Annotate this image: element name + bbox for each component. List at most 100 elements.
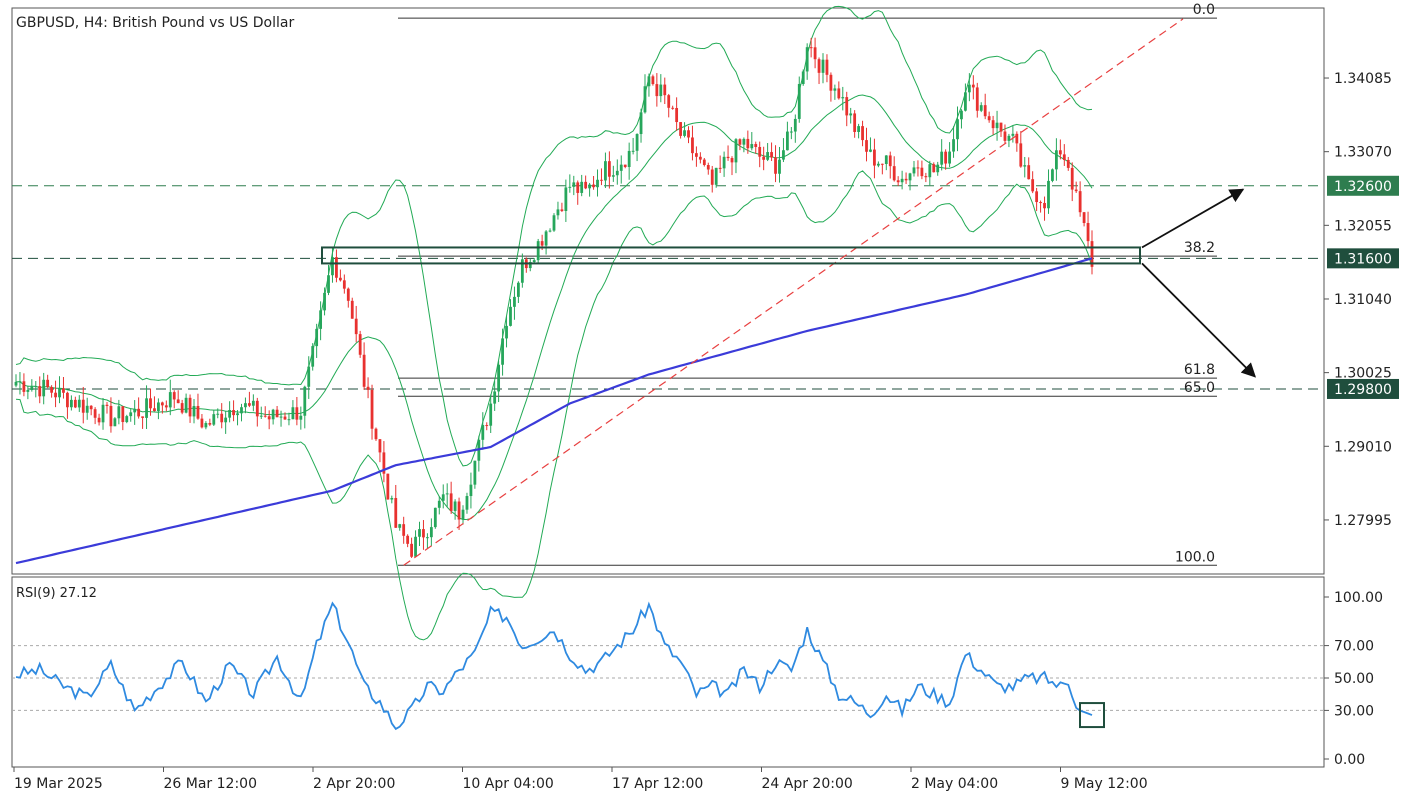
candle <box>1007 133 1011 148</box>
candle <box>611 165 615 182</box>
candle <box>109 397 113 433</box>
candle <box>932 162 936 173</box>
candle <box>244 397 247 414</box>
candle <box>200 414 204 429</box>
candle <box>940 139 944 171</box>
candle <box>615 159 619 185</box>
candle <box>89 405 93 416</box>
candle <box>1074 181 1078 193</box>
candle <box>651 74 655 86</box>
candle <box>69 395 73 411</box>
x-tick-label: 2 Apr 20:00 <box>313 776 395 792</box>
candle <box>149 388 152 416</box>
y-tick-label: 1.32055 <box>1334 218 1392 234</box>
rsi-tick-label: 70.00 <box>1334 639 1374 655</box>
candle <box>354 305 358 343</box>
candle <box>402 516 406 544</box>
fib-level-label: 0.0 <box>1193 2 1215 18</box>
bollinger-middle <box>15 94 1093 521</box>
candle <box>1082 211 1086 227</box>
candle <box>873 138 876 179</box>
candle <box>924 172 928 183</box>
bollinger-lower <box>15 170 1093 641</box>
candle <box>414 530 417 558</box>
candle <box>38 376 42 404</box>
candle <box>247 391 251 408</box>
rsi-tick-label: 50.00 <box>1334 671 1374 687</box>
candle <box>770 142 773 161</box>
candle <box>1054 138 1058 181</box>
candle <box>176 390 180 404</box>
candle <box>307 356 311 399</box>
candle <box>370 384 374 440</box>
candle <box>876 161 880 168</box>
candle <box>1023 156 1027 178</box>
fib-level-label: 100.0 <box>1175 549 1215 565</box>
candle <box>1027 157 1031 180</box>
candle <box>916 160 920 177</box>
candle <box>398 523 402 531</box>
candle <box>501 328 504 376</box>
candle <box>722 151 726 177</box>
candle <box>604 152 607 188</box>
candle <box>706 162 710 175</box>
price-badge: 1.32600 <box>1327 175 1399 196</box>
candle <box>192 399 196 424</box>
candle <box>121 406 125 431</box>
rsi-axis: 100.00 70.00 50.00 30.00 0.00 <box>1324 590 1383 768</box>
x-tick-label: 10 Apr 04:00 <box>463 776 554 792</box>
candle <box>536 238 540 264</box>
candle <box>698 152 702 164</box>
candle <box>857 123 861 139</box>
candle <box>236 410 239 426</box>
candle <box>382 441 386 483</box>
candle <box>746 130 750 154</box>
candle <box>659 74 663 103</box>
candle <box>797 76 801 123</box>
candle <box>825 54 829 83</box>
candle <box>679 122 682 139</box>
candle <box>596 169 599 197</box>
candle <box>1015 131 1019 152</box>
candle <box>224 410 228 434</box>
candle <box>172 390 176 409</box>
y-tick-label: 1.34085 <box>1334 71 1392 87</box>
candle <box>188 394 192 423</box>
candle <box>778 146 781 183</box>
candle <box>560 202 564 213</box>
candle <box>734 138 738 174</box>
candle <box>73 396 77 409</box>
candle <box>342 274 346 294</box>
candle <box>849 107 853 124</box>
candle <box>46 374 50 389</box>
candle <box>461 505 465 525</box>
y-tick-label: 1.31040 <box>1334 292 1392 308</box>
rsi-label: RSI(9) 27.12 <box>16 586 97 601</box>
candle <box>928 160 932 186</box>
candle <box>77 395 81 412</box>
y-tick-label: 1.27995 <box>1334 513 1392 529</box>
candle <box>267 410 271 430</box>
candle <box>528 258 532 272</box>
candle <box>726 145 730 161</box>
candle <box>394 484 398 528</box>
candle <box>358 330 362 358</box>
x-tick-label: 2 May 04:00 <box>911 776 998 792</box>
candle <box>133 400 137 425</box>
candle <box>362 342 366 390</box>
candle <box>813 37 817 69</box>
candle <box>493 380 497 411</box>
candle <box>956 106 959 152</box>
candle <box>275 406 279 418</box>
arrow-up <box>1141 188 1245 249</box>
candle <box>283 412 287 420</box>
candle <box>647 73 651 97</box>
candle <box>323 287 326 316</box>
candle <box>34 381 38 398</box>
candle <box>160 401 164 414</box>
candle <box>497 360 501 403</box>
candle <box>801 69 805 86</box>
bollinger-upper <box>15 5 1093 467</box>
candle <box>805 43 809 80</box>
candle <box>141 416 144 429</box>
